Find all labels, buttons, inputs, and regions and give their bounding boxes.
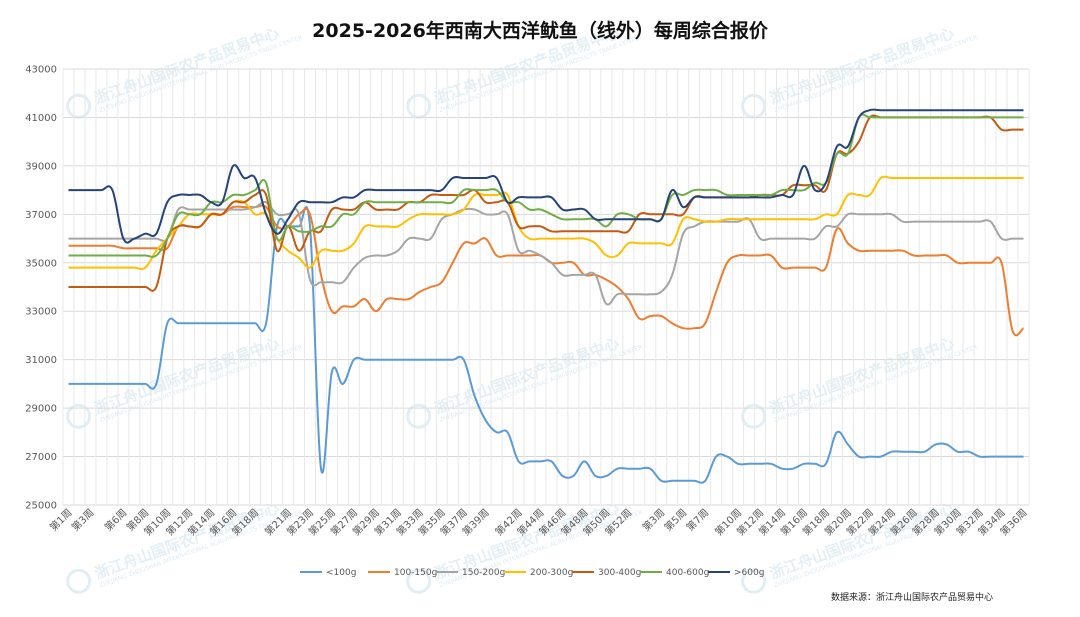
x-tick-label: 第5周 (661, 506, 689, 534)
watermark-text: 浙江舟山国际农产品贸易中心 (767, 334, 956, 418)
legend-label: <100g (326, 568, 356, 578)
watermark-text: 浙江舟山国际农产品贸易中心 (432, 334, 621, 418)
x-tick-label: 第7周 (683, 506, 711, 534)
watermark-logo-icon (741, 568, 767, 594)
y-tick-label: 43000 (25, 65, 57, 76)
series-line-6 (68, 108, 1024, 244)
legend-label: 300-400g (598, 568, 641, 578)
y-tick-label: 31000 (25, 355, 57, 366)
watermark-logo-icon (66, 568, 92, 594)
x-tick-label: 第3周 (640, 506, 668, 534)
legend-label: 100-150g (394, 568, 437, 578)
watermark-logo-icon (66, 93, 92, 119)
grid-lines (62, 68, 1030, 506)
y-tick-label: 29000 (25, 404, 57, 415)
series-line-4 (68, 114, 1024, 292)
x-tick-label: 第6周 (102, 506, 130, 534)
watermark-text: 浙江舟山国际农产品贸易中心 (767, 499, 956, 583)
y-tick-label: 35000 (25, 258, 57, 269)
watermark-logo-icon (406, 568, 432, 594)
y-tick-label: 27000 (25, 452, 57, 463)
chart-title: 2025-2026年西南大西洋鱿鱼（线外）每周综合报价 (312, 19, 769, 42)
legend-label: 150-200g (462, 568, 505, 578)
series-line-5 (68, 113, 1024, 258)
watermark-text: 浙江舟山国际农产品贸易中心 (92, 334, 281, 418)
series-line-0 (68, 206, 1024, 484)
y-tick-label: 37000 (25, 210, 57, 221)
legend-label: >600g (734, 568, 764, 578)
y-tick-label: 33000 (25, 307, 57, 318)
legend: <100g 100-150g 150-200g 200-300g 300-400g 400… (300, 568, 764, 578)
series-lines (68, 108, 1025, 484)
watermark-logo-icon (406, 93, 432, 119)
y-axis-ticks: 25000 27000 29000 31000 33000 35000 37000 39000… (25, 65, 57, 512)
y-tick-label: 39000 (25, 161, 57, 172)
watermark-logo-icon (406, 403, 432, 429)
legend-label: 200-300g (530, 568, 573, 578)
watermark-text: 浙江舟山国际农产品贸易中心 (92, 24, 281, 108)
watermark-text: 浙江舟山国际农产品贸易中心 (767, 24, 956, 108)
watermark-logo-icon (66, 403, 92, 429)
legend-label: 400-600g (666, 568, 709, 578)
x-tick-label: 第3周 (69, 506, 97, 534)
y-tick-label: 25000 (25, 501, 57, 512)
y-tick-label: 41000 (25, 113, 57, 124)
source-note: 数据来源：浙江舟山国际农产品贸易中心 (831, 591, 993, 603)
